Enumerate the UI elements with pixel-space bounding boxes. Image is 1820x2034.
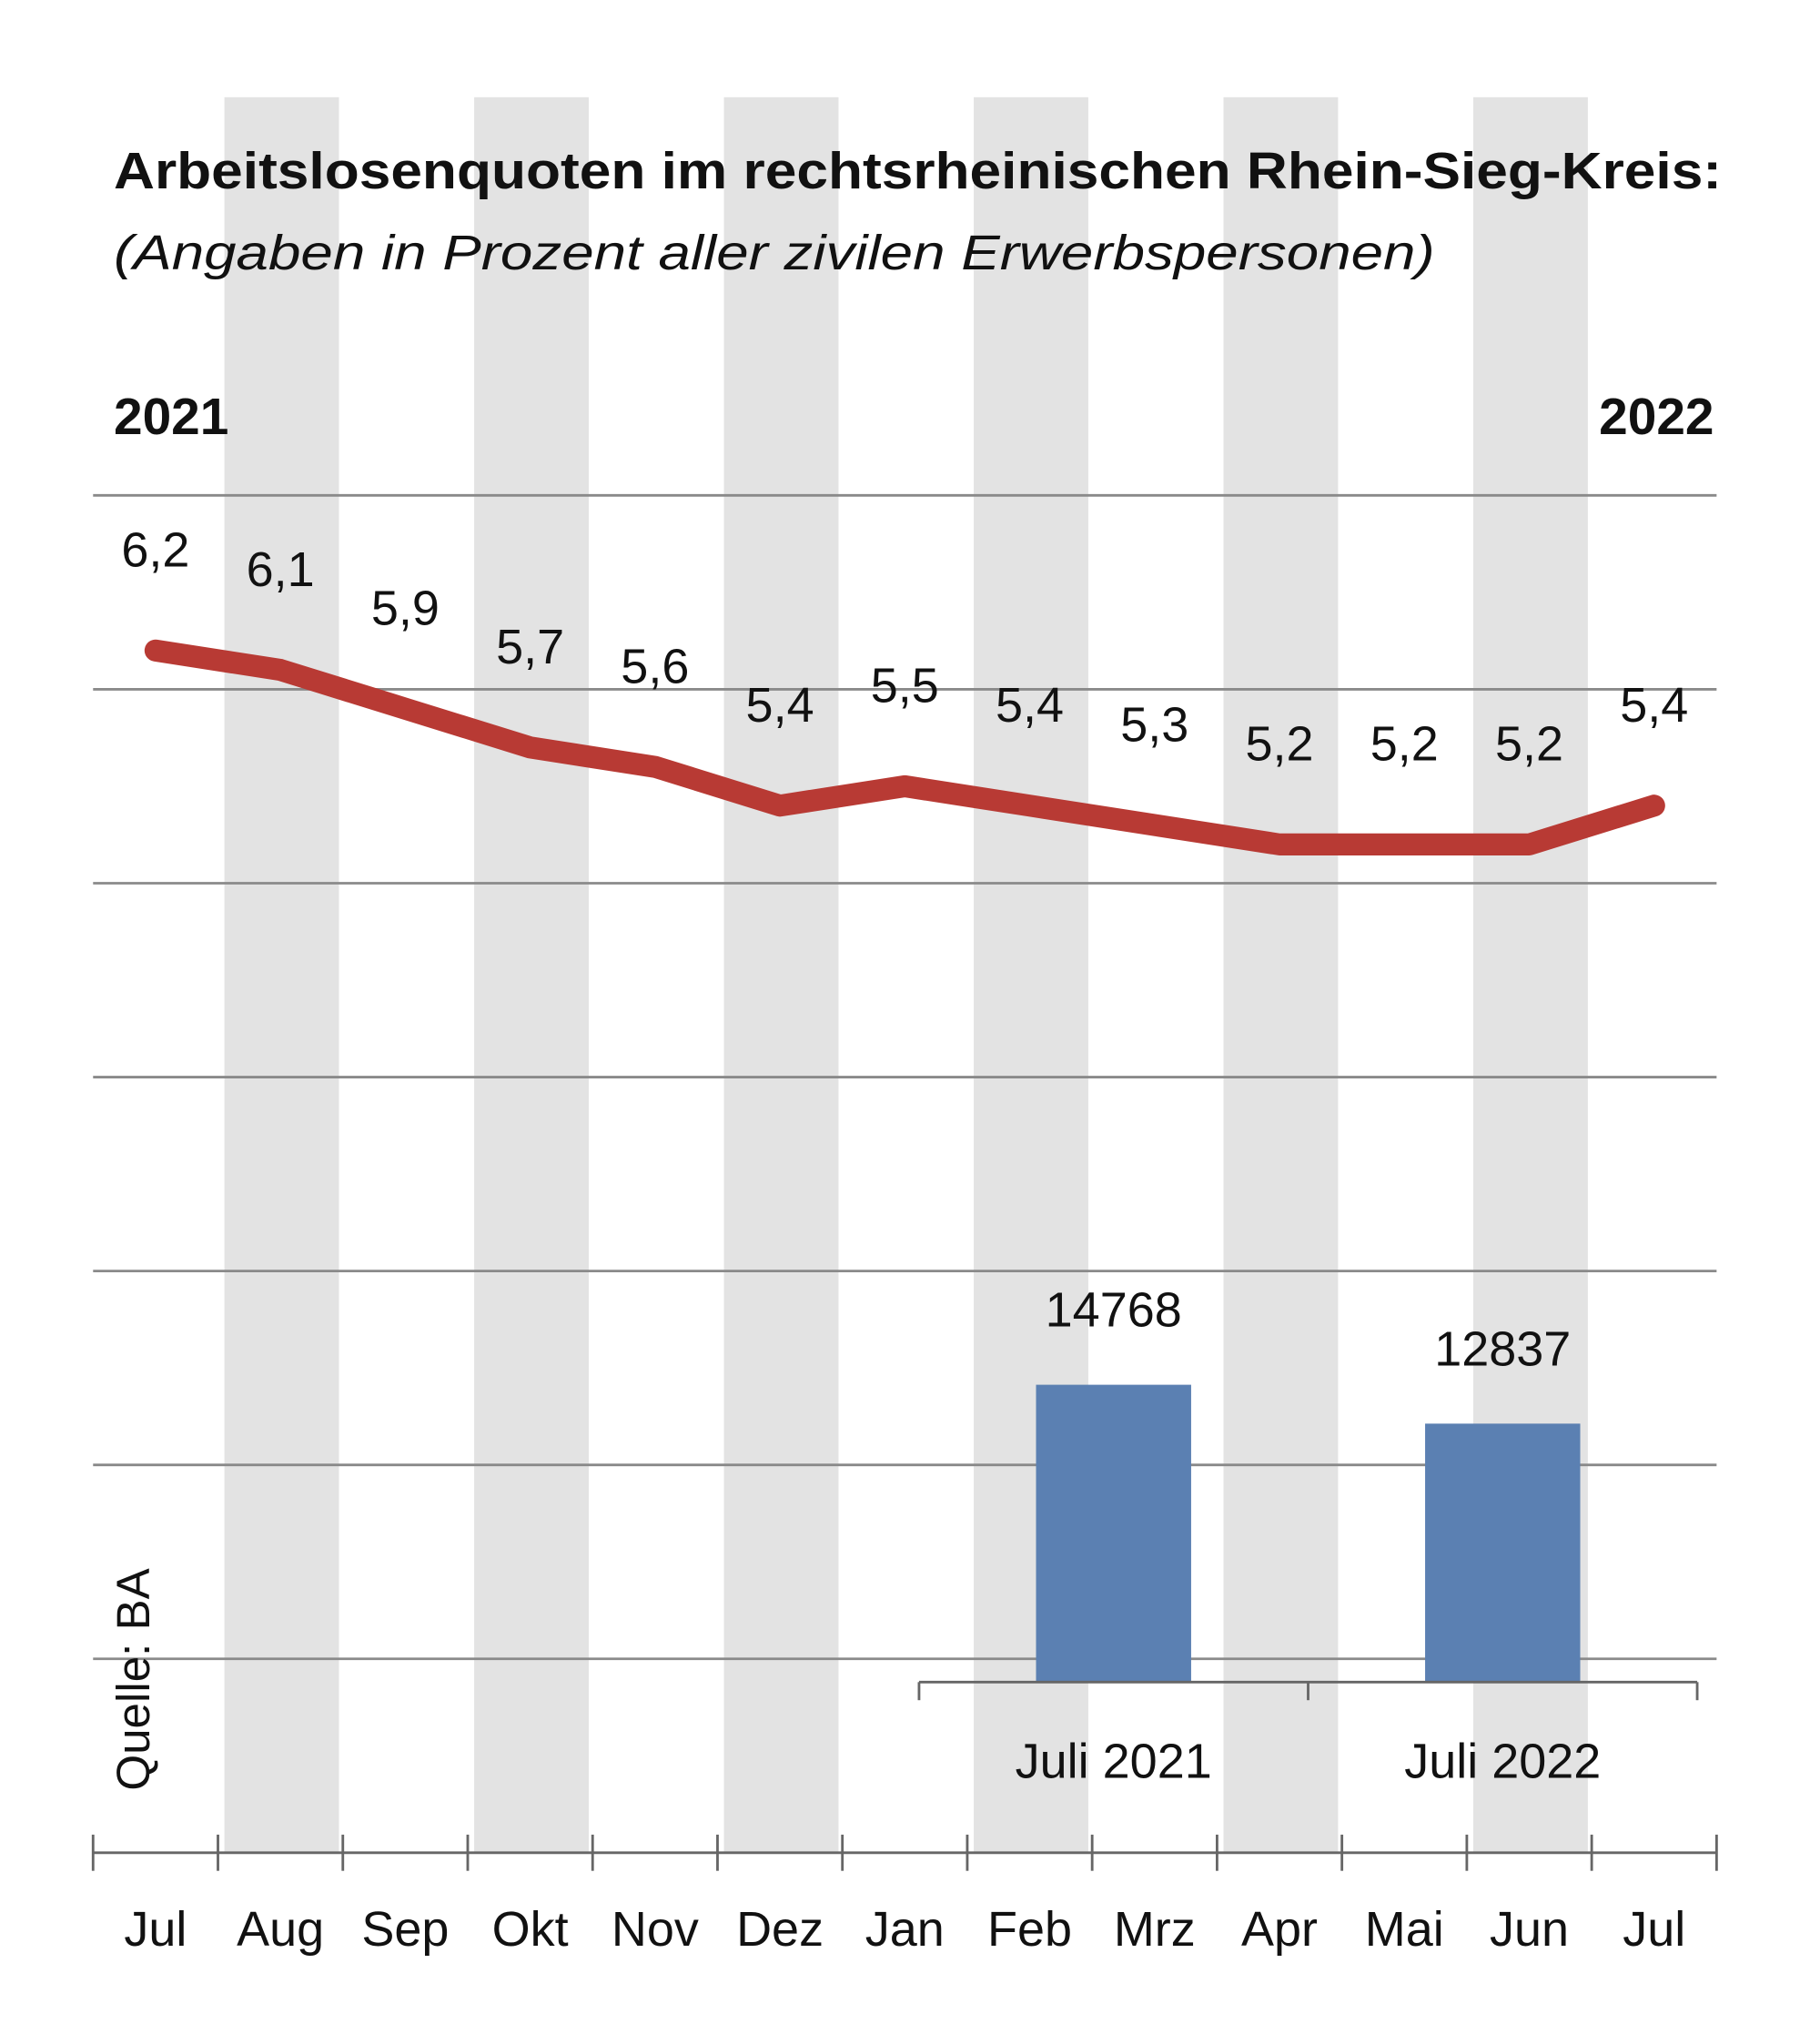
chart-title: Arbeitslosenquoten im rechtsrheinischen … — [114, 143, 1722, 200]
line-series — [144, 639, 1665, 855]
x-tick-label: Mai — [1365, 1902, 1444, 1957]
source: Quelle: BA — [107, 1568, 159, 1790]
x-tick-label: Jul — [124, 1902, 187, 1957]
start-year: 2021 — [114, 389, 228, 446]
stripe — [723, 96, 839, 1853]
data-label: 5,5 — [871, 659, 939, 713]
chart-subtitle: (Angaben in Prozent aller zivilen Erwerb… — [114, 226, 1435, 280]
x-tick-label: Aug — [237, 1902, 324, 1957]
x-tick-label: Jan — [865, 1902, 945, 1957]
data-label: 14768 — [1046, 1283, 1182, 1338]
x-tick-label: Juli 2022 — [1404, 1734, 1601, 1788]
x-tick-label: Mrz — [1114, 1902, 1196, 1957]
data-label: 6,2 — [121, 523, 189, 578]
bar — [1036, 1384, 1191, 1683]
end-year: 2022 — [1599, 389, 1714, 446]
x-tick-label: Nov — [612, 1902, 699, 1957]
data-label: 6,1 — [247, 542, 315, 597]
data-label: 5,4 — [746, 678, 814, 733]
data-label: 5,2 — [1370, 717, 1439, 772]
x-tick-label: Jul — [1623, 1902, 1685, 1957]
x-tick-label: Juli 2021 — [1016, 1734, 1212, 1788]
data-label: 12837 — [1434, 1321, 1571, 1376]
x-tick-label: Apr — [1241, 1902, 1318, 1957]
data-label: 5,9 — [371, 581, 440, 635]
data-label: 5,2 — [1495, 717, 1563, 772]
stripe — [1223, 96, 1339, 1853]
data-label: 5,7 — [496, 620, 564, 674]
x-tick-label: Dez — [736, 1902, 824, 1957]
data-label: 5,6 — [621, 639, 689, 693]
x-tick-label: Sep — [361, 1902, 449, 1957]
x-tick-label: Jun — [1490, 1902, 1569, 1957]
data-label: 5,4 — [996, 678, 1064, 733]
stripe — [474, 96, 589, 1853]
data-label: 5,2 — [1246, 717, 1314, 772]
bar — [1425, 1423, 1581, 1683]
data-label: 5,4 — [1620, 678, 1688, 733]
stripe — [224, 96, 339, 1853]
x-tick-label: Feb — [987, 1902, 1072, 1957]
x-tick-label: Okt — [492, 1902, 569, 1957]
data-label: 5,3 — [1120, 697, 1188, 752]
